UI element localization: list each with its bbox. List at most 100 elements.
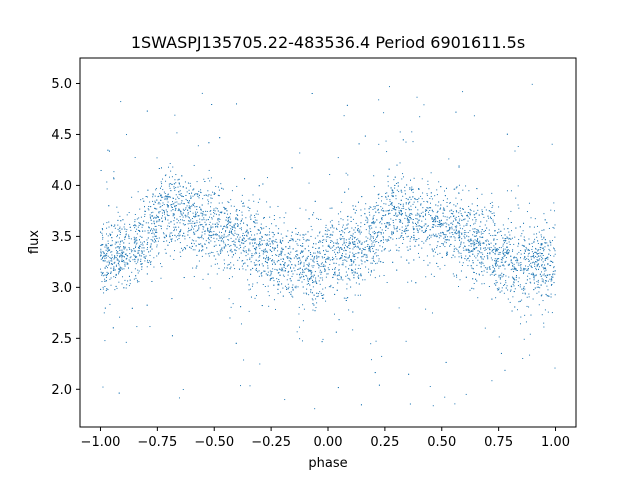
data-point — [125, 233, 127, 235]
data-point — [126, 284, 128, 286]
data-point — [494, 263, 496, 265]
data-point — [174, 206, 176, 208]
data-point — [188, 189, 190, 191]
data-point — [529, 243, 531, 245]
data-point — [442, 232, 444, 234]
data-point — [292, 288, 294, 290]
data-point — [288, 292, 290, 294]
data-point — [216, 222, 218, 224]
data-point — [264, 234, 266, 236]
data-point — [553, 255, 555, 257]
data-point — [540, 234, 542, 236]
data-point — [139, 222, 141, 224]
data-point — [280, 254, 282, 256]
data-point — [521, 299, 523, 301]
data-point — [538, 231, 540, 233]
data-point — [134, 219, 136, 221]
data-point — [445, 222, 447, 224]
data-point — [372, 231, 374, 233]
data-point — [281, 270, 283, 272]
data-point — [391, 189, 393, 191]
data-point — [116, 246, 118, 248]
data-point — [105, 265, 107, 267]
data-point — [473, 231, 475, 233]
data-point — [165, 252, 167, 254]
data-point — [547, 263, 549, 265]
data-point — [277, 272, 279, 274]
data-point — [152, 215, 154, 217]
data-point — [247, 206, 249, 208]
data-point — [341, 264, 343, 266]
data-point — [118, 261, 120, 263]
data-point — [306, 257, 308, 259]
data-point — [455, 229, 457, 231]
data-point — [487, 258, 489, 260]
data-point — [228, 221, 230, 223]
data-point — [368, 232, 370, 234]
data-point — [178, 231, 180, 233]
data-point — [527, 249, 529, 251]
data-point — [233, 224, 235, 226]
data-point — [137, 269, 139, 271]
data-point — [295, 240, 297, 242]
data-point — [207, 190, 209, 192]
data-point — [339, 247, 341, 249]
data-point — [530, 256, 532, 258]
data-point — [154, 225, 156, 227]
data-point — [348, 309, 350, 311]
data-point — [548, 274, 550, 276]
data-point — [498, 258, 500, 260]
data-point — [203, 194, 205, 196]
data-point — [245, 255, 247, 257]
data-point — [255, 246, 257, 248]
data-point — [188, 229, 190, 231]
data-point — [266, 251, 268, 253]
data-point — [408, 207, 410, 209]
data-point — [259, 244, 261, 246]
data-point — [131, 251, 133, 253]
data-point — [447, 239, 449, 241]
data-point — [395, 209, 397, 211]
data-point — [254, 248, 256, 250]
data-point — [107, 240, 109, 242]
data-point — [256, 264, 258, 266]
data-point — [341, 238, 343, 240]
data-point — [164, 198, 166, 200]
data-point — [141, 268, 143, 270]
data-point — [135, 263, 137, 265]
data-point — [220, 249, 222, 251]
data-point — [144, 213, 146, 215]
data-point — [190, 185, 192, 187]
data-point — [448, 229, 450, 231]
data-point — [189, 237, 191, 239]
data-point — [376, 237, 378, 239]
data-point — [343, 242, 345, 244]
data-point — [395, 182, 397, 184]
data-point — [324, 268, 326, 270]
data-point — [345, 271, 347, 273]
data-point — [284, 285, 286, 287]
data-point — [265, 226, 267, 228]
data-point — [436, 245, 438, 247]
data-point — [109, 233, 111, 235]
data-point — [221, 232, 223, 234]
data-point — [302, 320, 304, 322]
data-point — [128, 234, 130, 236]
data-point — [218, 221, 220, 223]
data-point — [313, 265, 315, 267]
data-point — [406, 227, 408, 229]
data-point — [305, 209, 307, 211]
data-point — [412, 226, 414, 228]
data-point — [130, 238, 132, 240]
data-point — [474, 239, 476, 241]
data-point — [389, 203, 391, 205]
data-point — [141, 252, 143, 254]
data-point — [513, 282, 515, 284]
data-point — [379, 275, 381, 277]
data-point — [468, 260, 470, 262]
data-point — [376, 255, 378, 257]
data-point — [457, 222, 459, 224]
data-point — [388, 222, 390, 224]
data-point — [145, 196, 147, 197]
data-point — [349, 247, 351, 249]
